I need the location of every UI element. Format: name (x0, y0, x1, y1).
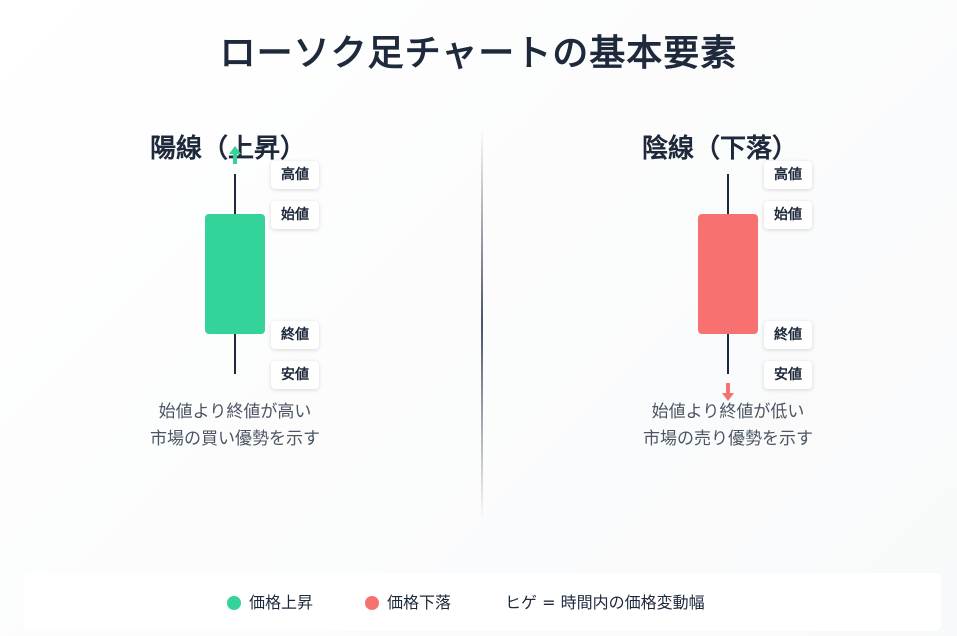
bearish-description-line-1: 始値より終値が低い (651, 402, 805, 422)
bearish-description-line-2: 市場の売り優勢を示す (643, 429, 813, 449)
legend-wick-label: ヒゲ = 時間内の価格変動幅 (505, 593, 705, 612)
bearish-label-high: 高値 (764, 161, 812, 189)
bullish-title: 陽線（上昇） (150, 134, 307, 164)
red-dot-icon (365, 596, 379, 610)
bearish-label-open: 始値 (764, 201, 812, 229)
bullish-description: 始値より終値が高い 市場の買い優勢を示す (85, 399, 385, 453)
legend-item-wick: ヒゲ = 時間内の価格変動幅 (505, 592, 705, 614)
legend-bar (24, 573, 941, 631)
legend-down-label: 価格下落 (387, 593, 452, 612)
bearish-description: 始値より終値が低い 市場の売り優勢を示す (578, 399, 878, 453)
legend-item-up: 価格上昇 (227, 592, 313, 614)
legend-up-label: 価格上昇 (249, 593, 314, 612)
down-arrow-icon (722, 383, 734, 401)
bullish-candle-body (205, 214, 265, 334)
bullish-label-open: 始値 (271, 201, 319, 229)
legend-item-down: 価格下落 (365, 592, 451, 614)
bullish-label-high: 高値 (271, 161, 319, 189)
bearish-candle-body (698, 214, 758, 334)
green-dot-icon (227, 596, 241, 610)
bullish-label-close: 終値 (271, 321, 319, 349)
page-title: ローソク足チャートの基本要素 (219, 33, 738, 74)
up-arrow-icon (229, 146, 241, 164)
bearish-label-close: 終値 (764, 321, 812, 349)
bearish-label-low: 安値 (764, 361, 812, 389)
bullish-description-line-2: 市場の買い優勢を示す (150, 429, 320, 449)
bearish-title: 陰線（下落） (642, 134, 799, 164)
bullish-label-low: 安値 (271, 361, 319, 389)
panel-divider (481, 128, 483, 520)
bullish-description-line-1: 始値より終値が高い (158, 402, 312, 422)
